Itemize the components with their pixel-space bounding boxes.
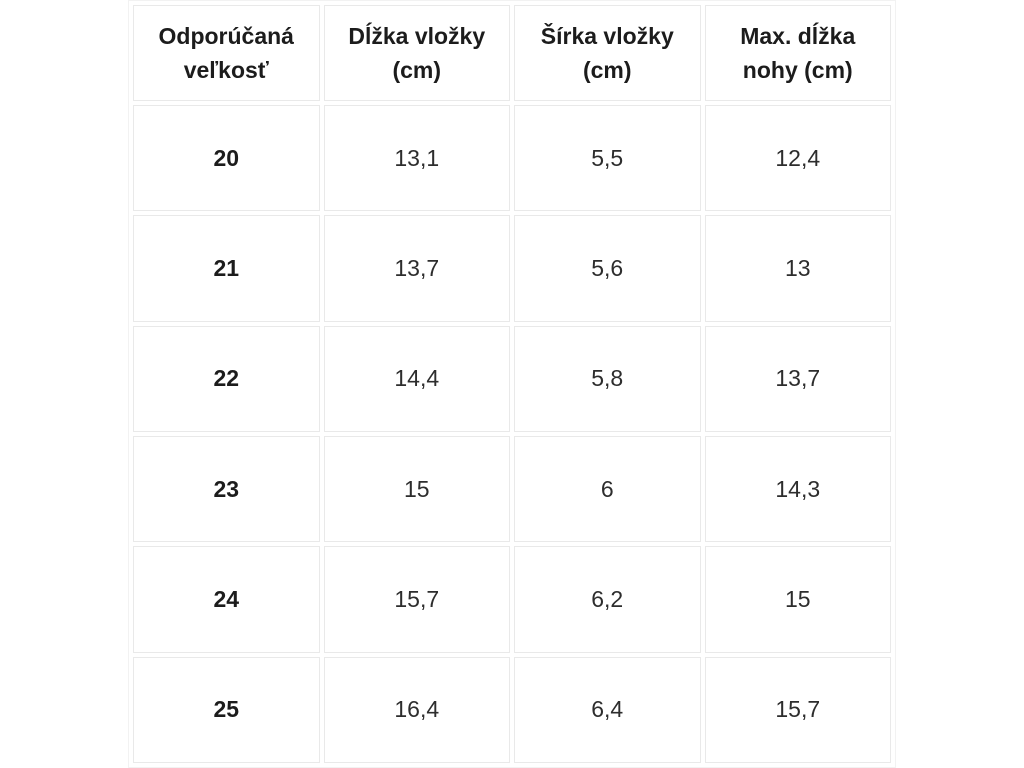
size-chart-container: Odporúčaná veľkosť Dĺžka vložky (cm) Šír… [128,0,896,768]
insole-width-cell: 5,8 [514,325,701,432]
insole-width-cell: 6,2 [514,546,701,653]
max-foot-length-cell: 14,3 [704,435,891,543]
max-foot-length-cell: 13 [704,215,891,322]
column-header-insole-width: Šírka vložky (cm) [514,5,701,101]
insole-length-cell: 15,7 [323,546,510,653]
column-header-max-foot-length: Max. dĺžka nohy (cm) [704,5,891,101]
max-foot-length-cell: 15 [704,546,891,653]
table-row: 22 14,4 5,8 13,7 [133,325,891,432]
table-body: 20 13,1 5,5 12,4 21 13,7 5,6 13 22 14,4 … [133,105,891,763]
table-row: 21 13,7 5,6 13 [133,215,891,322]
insole-width-cell: 5,5 [514,105,701,212]
insole-length-cell: 16,4 [323,656,510,763]
size-cell: 20 [133,105,320,212]
max-foot-length-cell: 12,4 [704,105,891,212]
size-cell: 23 [133,435,320,543]
size-cell: 24 [133,546,320,653]
insole-width-cell: 5,6 [514,215,701,322]
column-header-insole-length: Dĺžka vložky (cm) [323,5,510,101]
insole-length-cell: 15 [323,435,510,543]
table-row: 23 15 6 14,3 [133,435,891,543]
size-cell: 21 [133,215,320,322]
table-header: Odporúčaná veľkosť Dĺžka vložky (cm) Šír… [133,5,891,101]
insole-length-cell: 13,7 [323,215,510,322]
table-row: 20 13,1 5,5 12,4 [133,105,891,212]
column-header-recommended-size: Odporúčaná veľkosť [133,5,320,101]
insole-length-cell: 13,1 [323,105,510,212]
insole-width-cell: 6,4 [514,656,701,763]
max-foot-length-cell: 13,7 [704,325,891,432]
table-row: 25 16,4 6,4 15,7 [133,656,891,763]
table-row: 24 15,7 6,2 15 [133,546,891,653]
insole-length-cell: 14,4 [323,325,510,432]
size-cell: 25 [133,656,320,763]
size-chart-table: Odporúčaná veľkosť Dĺžka vložky (cm) Šír… [128,0,896,768]
header-row: Odporúčaná veľkosť Dĺžka vložky (cm) Šír… [133,5,891,101]
size-cell: 22 [133,325,320,432]
max-foot-length-cell: 15,7 [704,656,891,763]
insole-width-cell: 6 [514,435,701,543]
